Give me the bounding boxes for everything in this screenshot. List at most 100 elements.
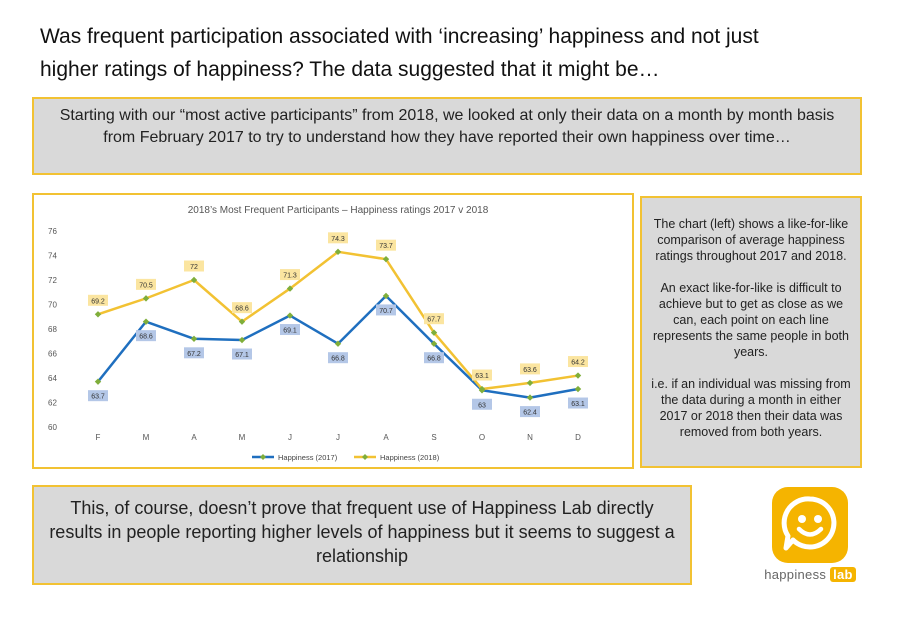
data-point-marker (526, 379, 534, 387)
conclusion-text: This, of course, doesn’t prove that freq… (49, 498, 675, 566)
data-point-marker (334, 340, 342, 347)
title-line-1: Was frequent participation associated wi… (40, 25, 759, 48)
data-label: 67.2 (187, 351, 201, 358)
data-label-box (568, 356, 588, 368)
data-label: 63 (478, 402, 486, 409)
data-label: 68.6 (235, 306, 249, 313)
data-label: 62.4 (523, 410, 537, 417)
data-label-box (280, 324, 300, 336)
data-label: 73.7 (379, 243, 393, 250)
data-label-box (472, 398, 492, 410)
x-tick-label: J (336, 433, 340, 442)
title-line-2: higher ratings of happiness? The data su… (40, 58, 660, 81)
legend-label: Happiness (2018) (380, 453, 440, 462)
data-label-box (520, 363, 540, 375)
data-label-box (280, 269, 300, 281)
data-label: 66.8 (427, 356, 441, 363)
side-note-paragraph-3: i.e. if an individual was missing from t… (651, 377, 851, 439)
data-label: 70.5 (139, 282, 153, 289)
x-tick-label: M (239, 433, 246, 442)
y-tick-label: 64 (48, 374, 57, 383)
data-label-box (88, 390, 108, 402)
data-point-marker (430, 329, 438, 336)
data-label: 69.2 (91, 298, 105, 305)
data-point-marker (382, 292, 390, 300)
y-tick-label: 62 (48, 399, 57, 408)
conclusion-box: This, of course, doesn’t prove that freq… (32, 485, 692, 585)
data-label: 74.3 (331, 236, 345, 243)
data-label: 69.1 (283, 328, 297, 335)
x-tick-label: J (288, 433, 292, 442)
data-point-marker (238, 318, 246, 325)
data-point-marker (574, 372, 582, 379)
side-note-box: The chart (left) shows a like-for-like c… (640, 196, 862, 468)
x-tick-label: O (479, 433, 485, 442)
data-label: 63.6 (523, 367, 537, 374)
data-point-marker (94, 311, 102, 318)
data-label-box (88, 294, 108, 306)
data-point-marker (382, 255, 390, 263)
y-tick-label: 76 (48, 227, 57, 236)
data-point-marker (142, 295, 150, 302)
chart-title: 2018’s Most Frequent Participants – Happ… (188, 205, 489, 216)
data-point-marker (190, 335, 198, 342)
data-point-marker (334, 248, 342, 256)
data-point-marker (574, 385, 582, 393)
legend-swatch-marker (362, 454, 368, 460)
data-point-marker (94, 378, 102, 385)
data-label-box (184, 260, 204, 272)
data-point-marker (526, 394, 534, 401)
logo-wordmark: happiness lab (760, 567, 860, 582)
logo-word-lab: lab (830, 567, 856, 582)
data-label-box (232, 302, 252, 314)
data-label: 67.7 (427, 317, 441, 324)
data-label: 67.1 (235, 352, 249, 359)
y-tick-label: 70 (48, 301, 57, 310)
data-label-box (424, 313, 444, 325)
chart-container: 2018’s Most Frequent Participants – Happ… (32, 193, 634, 469)
series-line-2018 (97, 250, 579, 391)
side-note-paragraph-2: An exact like-for-like is difficult to a… (653, 281, 849, 359)
y-tick-label: 74 (48, 252, 57, 261)
data-label: 64.2 (571, 360, 585, 367)
data-label-box (136, 330, 156, 342)
smiley-chat-icon (772, 487, 848, 563)
data-label-box (424, 352, 444, 364)
data-point-marker (430, 340, 438, 347)
data-label: 71.3 (283, 273, 297, 280)
data-label: 63.1 (475, 373, 489, 380)
data-point-marker (478, 385, 486, 393)
x-tick-label: S (431, 433, 436, 442)
y-tick-label: 66 (48, 350, 57, 359)
data-label-box (136, 278, 156, 290)
data-label-box (472, 369, 492, 381)
happiness-lab-logo: happiness lab (760, 487, 860, 587)
y-tick-label: 72 (48, 276, 57, 285)
x-tick-label: A (191, 433, 197, 442)
data-label-box (328, 352, 348, 364)
data-label-box (568, 397, 588, 409)
data-label: 63.7 (91, 394, 105, 401)
data-point-marker (238, 336, 246, 344)
legend-swatch-marker (260, 454, 266, 460)
happiness-line-chart: 2018’s Most Frequent Participants – Happ… (48, 205, 588, 462)
x-tick-label: F (96, 433, 101, 442)
data-label-box (376, 304, 396, 316)
data-label-box (232, 348, 252, 360)
data-point-marker (286, 312, 294, 319)
data-label: 68.6 (139, 334, 153, 341)
data-label-box (184, 347, 204, 359)
x-tick-label: A (383, 433, 389, 442)
data-label-box (376, 239, 396, 251)
y-tick-label: 60 (48, 423, 57, 432)
x-tick-label: M (143, 433, 150, 442)
intro-text: Starting with our “most active participa… (59, 107, 835, 146)
side-note-paragraph-1: The chart (left) shows a like-for-like c… (653, 217, 849, 263)
data-label: 70.7 (379, 308, 393, 315)
legend-label: Happiness (2017) (278, 453, 338, 462)
y-tick-label: 68 (48, 325, 57, 334)
data-label-box (520, 406, 540, 418)
data-label-box (328, 232, 348, 244)
data-label: 63.1 (571, 401, 585, 408)
logo-word-happiness: happiness (764, 567, 827, 582)
